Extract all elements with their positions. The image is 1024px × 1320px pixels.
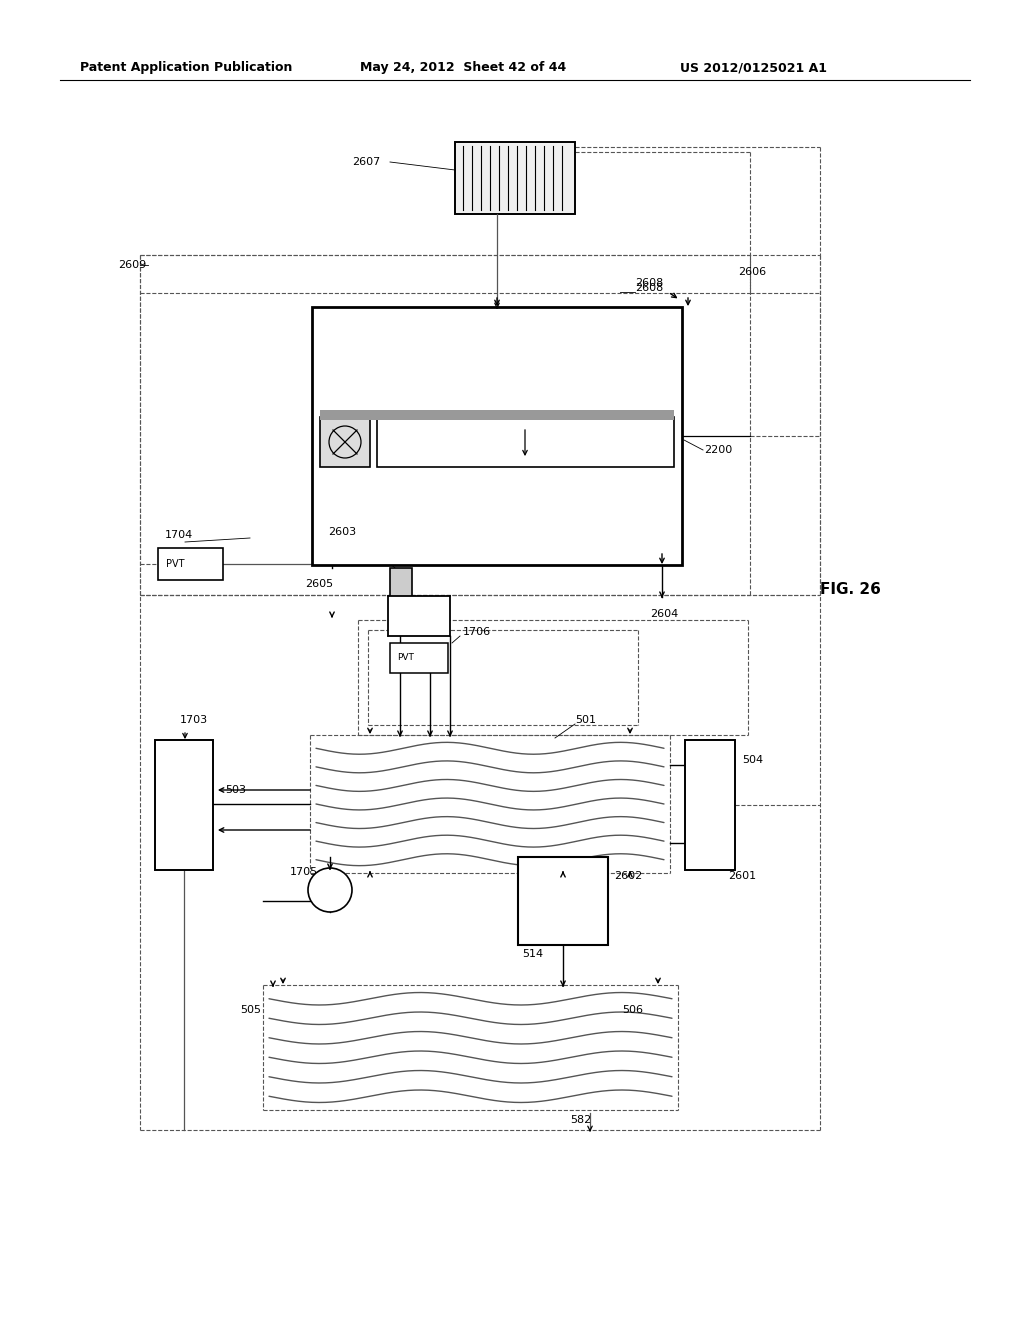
Text: 2602: 2602	[614, 871, 642, 880]
Text: 2608: 2608	[635, 282, 664, 293]
Text: US 2012/0125021 A1: US 2012/0125021 A1	[680, 62, 827, 74]
Text: PVT: PVT	[166, 558, 184, 569]
Text: 1706: 1706	[463, 627, 492, 638]
Text: May 24, 2012  Sheet 42 of 44: May 24, 2012 Sheet 42 of 44	[360, 62, 566, 74]
Circle shape	[308, 869, 352, 912]
Text: 2604: 2604	[650, 609, 678, 619]
Bar	[685, 741, 735, 870]
Bar	[377, 417, 674, 467]
Text: FIG. 26: FIG. 26	[820, 582, 881, 598]
Text: PVT: PVT	[316, 887, 333, 896]
Text: 505: 505	[240, 1005, 261, 1015]
Bar	[518, 857, 608, 945]
Text: 501: 501	[575, 715, 596, 725]
Text: 2605: 2605	[305, 579, 333, 589]
Text: 1705: 1705	[290, 867, 318, 876]
Text: 2607: 2607	[352, 157, 380, 168]
Text: 1704: 1704	[165, 531, 194, 540]
Text: 2200: 2200	[705, 445, 732, 455]
Bar	[155, 741, 213, 870]
Bar	[312, 308, 682, 565]
Bar	[390, 643, 449, 673]
Text: PVT: PVT	[397, 653, 414, 663]
Bar	[319, 411, 674, 420]
Text: 504: 504	[742, 755, 763, 766]
Text: 514: 514	[522, 949, 543, 960]
Bar	[390, 568, 412, 612]
Bar	[319, 417, 370, 467]
Bar	[455, 143, 575, 214]
Text: 582: 582	[570, 1115, 591, 1125]
Text: 2603: 2603	[328, 527, 356, 537]
Text: 2609: 2609	[118, 260, 146, 271]
Text: Patent Application Publication: Patent Application Publication	[80, 62, 293, 74]
Text: 503: 503	[225, 785, 246, 795]
Text: 2601: 2601	[728, 871, 756, 880]
Text: 2606: 2606	[738, 267, 766, 277]
Text: 1703: 1703	[180, 715, 208, 725]
Text: 2608: 2608	[635, 279, 664, 288]
Text: 506: 506	[622, 1005, 643, 1015]
Bar	[158, 548, 223, 579]
Bar	[388, 597, 450, 636]
